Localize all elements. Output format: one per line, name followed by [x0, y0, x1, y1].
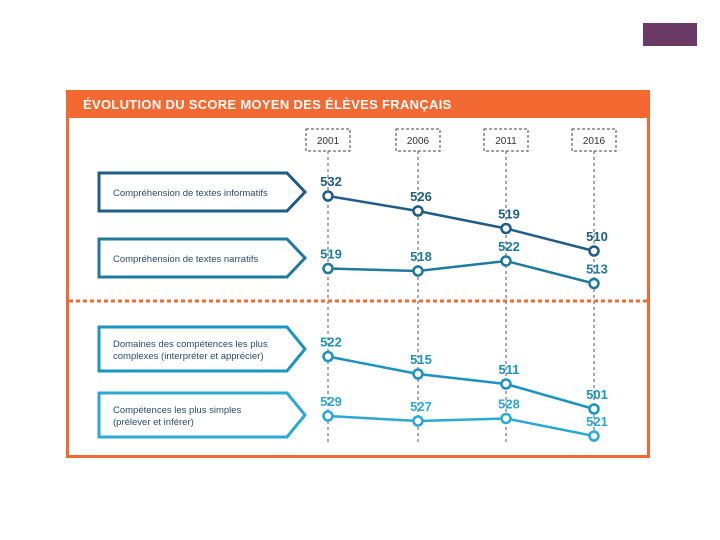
x-tick-label: 2016	[583, 136, 606, 147]
data-point	[322, 190, 334, 202]
data-point	[412, 415, 424, 427]
series-line	[327, 259, 595, 285]
series-label: (prélever et inférer)	[113, 417, 194, 428]
data-point	[412, 205, 424, 217]
data-label: 519	[320, 247, 342, 262]
data-label: 513	[586, 262, 608, 277]
data-point	[588, 245, 600, 257]
series-label: Compréhension de textes informatifs	[113, 188, 268, 199]
series-label-banner	[97, 391, 307, 439]
data-label: 510	[586, 229, 608, 244]
data-point	[412, 265, 424, 277]
line-chart: 2001 2006 2011 2016 Compréhension de textes …	[69, 128, 647, 443]
chart-title: ÉVOLUTION DU SCORE MOYEN DES ÉLÈVES FRAN…	[83, 97, 452, 112]
data-point	[588, 403, 600, 415]
data-point	[322, 262, 334, 275]
data-label: 532	[320, 174, 342, 189]
series-label-banner	[97, 171, 308, 213]
data-label: 529	[320, 394, 342, 409]
data-point	[588, 277, 600, 290]
series-label: Domaines des compétences les plus	[113, 339, 268, 350]
series-line	[327, 194, 595, 253]
data-point	[412, 368, 424, 380]
series-label-banner	[97, 325, 307, 373]
data-point	[500, 222, 512, 235]
data-label: 527	[410, 399, 432, 414]
data-label: 528	[498, 397, 520, 412]
series-label-banner	[97, 237, 308, 279]
data-label: 511	[499, 362, 520, 377]
data-point	[500, 378, 512, 390]
series-line	[327, 355, 595, 411]
data-point	[500, 412, 512, 425]
x-tick-label: 2011	[495, 136, 517, 147]
data-label: 522	[320, 335, 342, 350]
data-label: 526	[410, 189, 432, 204]
data-point	[500, 255, 512, 267]
data-label: 521	[586, 414, 608, 429]
data-point	[588, 430, 600, 442]
chart-title-bar: ÉVOLUTION DU SCORE MOYEN DES ÉLÈVES FRAN…	[69, 93, 647, 118]
series-label: Compétences les plus simples	[113, 405, 242, 416]
corner-accent-block	[643, 23, 697, 46]
chart-frame: ÉVOLUTION DU SCORE MOYEN DES ÉLÈVES FRAN…	[66, 90, 650, 458]
data-label: 501	[586, 387, 608, 402]
x-tick-label: 2001	[317, 136, 340, 147]
data-label: 515	[410, 352, 432, 367]
data-point	[322, 410, 334, 422]
series-line	[327, 414, 595, 438]
data-label: 522	[498, 239, 520, 254]
series-label: Compréhension de textes narratifs	[113, 254, 258, 265]
data-label: 519	[498, 207, 520, 222]
data-point	[322, 350, 334, 363]
x-tick-label: 2006	[407, 136, 430, 147]
series-label: complexes (interpréter et apprécier)	[113, 351, 263, 362]
data-label: 518	[410, 249, 432, 264]
